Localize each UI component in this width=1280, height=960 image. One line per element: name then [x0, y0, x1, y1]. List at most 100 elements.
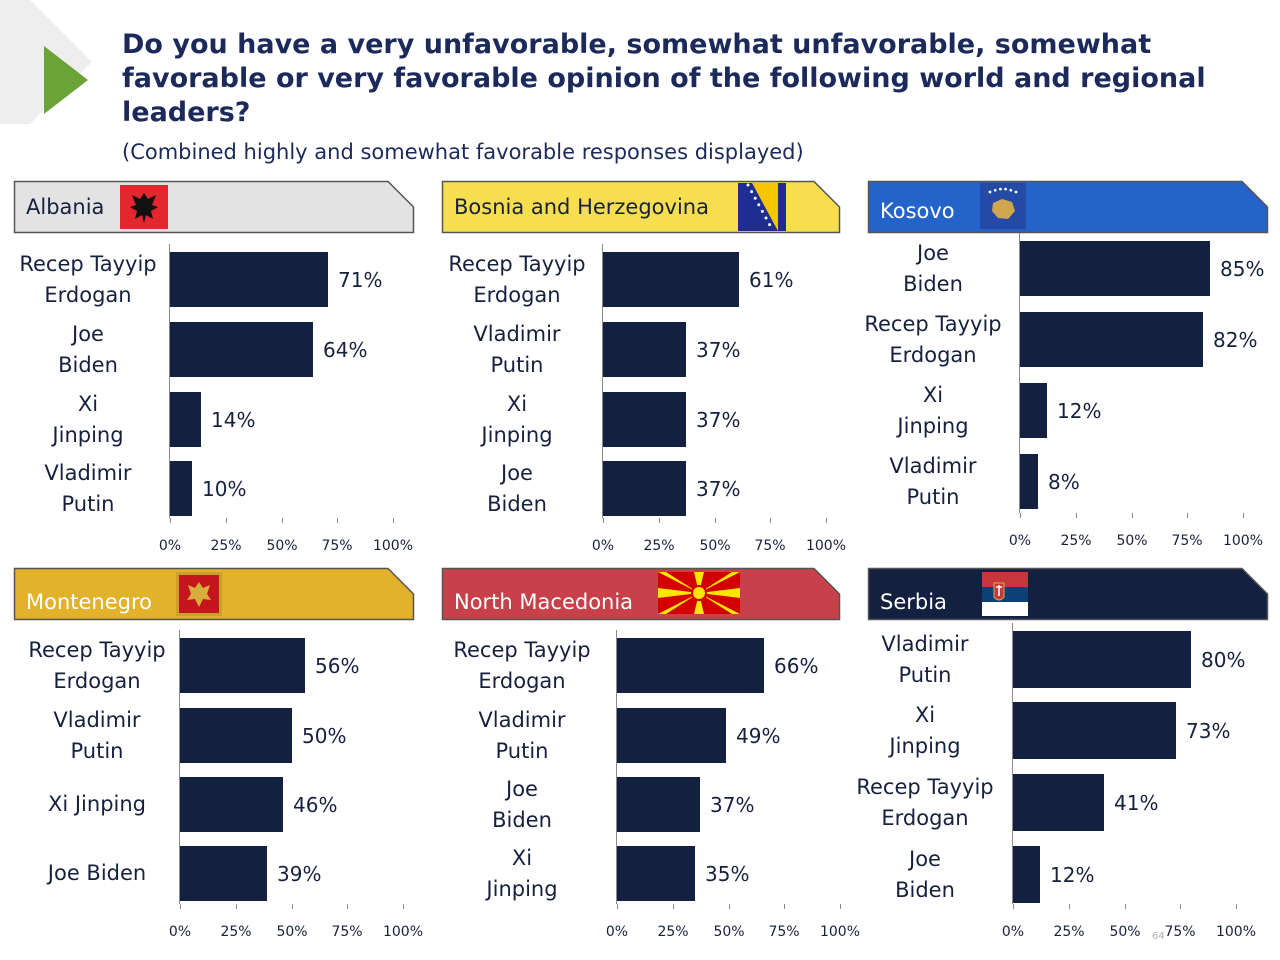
x-tick-label: 0% — [168, 924, 192, 940]
kosovo-flag-icon — [980, 183, 1026, 229]
x-tick-label: 75% — [768, 924, 800, 940]
bar — [1020, 241, 1210, 296]
x-tick-mark — [226, 518, 227, 523]
x-tick-mark — [1076, 513, 1077, 518]
category-label-text: Vladimir Putin — [473, 321, 561, 377]
category-label-text: Xi Jinping — [897, 382, 969, 438]
data-label: 39% — [277, 861, 322, 886]
data-label: 71% — [338, 267, 383, 292]
category-label: Joe Biden — [846, 838, 1004, 911]
category-label-text: Recep Tayyip Erdogan — [19, 251, 157, 307]
category-label: Recep Tayyip Erdogan — [12, 244, 164, 315]
category-label: Xi Jinping — [12, 384, 164, 455]
category-label-text: Recep Tayyip Erdogan — [28, 637, 166, 693]
data-label: 85% — [1220, 256, 1265, 281]
category-label: Recep Tayyip Erdogan — [440, 244, 594, 315]
bar — [1020, 383, 1047, 438]
x-tick-label: 25% — [1053, 924, 1085, 940]
data-label: 73% — [1186, 718, 1231, 743]
data-label: 46% — [293, 792, 338, 817]
data-label: 12% — [1057, 398, 1102, 423]
country-name: North Macedonia — [454, 590, 634, 614]
data-label: 61% — [749, 267, 794, 292]
x-tick-label: 75% — [331, 924, 363, 940]
bar — [617, 777, 700, 832]
x-tick-label: 25% — [657, 924, 689, 940]
data-label: 50% — [302, 723, 347, 748]
x-tick-mark — [337, 518, 338, 523]
bar — [1020, 312, 1203, 367]
category-label-text: Vladimir Putin — [53, 707, 141, 763]
x-tick-mark — [840, 904, 841, 909]
bar — [180, 846, 267, 901]
category-label-text: Joe Biden — [487, 460, 547, 516]
bar — [1013, 631, 1191, 688]
x-tick-label: 50% — [266, 538, 298, 554]
category-label-text: Xi Jinping — [47, 792, 147, 816]
x-tick-mark — [170, 518, 171, 523]
x-tick-mark — [1236, 904, 1237, 909]
data-label: 37% — [696, 337, 741, 362]
data-label: 37% — [710, 792, 755, 817]
page-number: 64 — [1152, 931, 1165, 942]
x-tick-mark — [659, 518, 660, 523]
x-tick-mark — [715, 518, 716, 523]
category-label: Vladimir Putin — [438, 700, 606, 771]
macedonia-flag-icon — [658, 572, 740, 614]
category-label: Vladimir Putin — [440, 314, 594, 385]
bar — [1013, 774, 1104, 831]
x-tick-mark — [729, 904, 730, 909]
data-label: 35% — [705, 861, 750, 886]
category-label-text: Joe Biden — [903, 240, 963, 296]
bar — [180, 777, 283, 832]
page-title: Do you have a very unfavorable, somewhat… — [122, 29, 1206, 128]
x-tick-label: 25% — [1060, 533, 1092, 549]
country-name: Kosovo — [880, 199, 955, 223]
x-tick-mark — [603, 518, 604, 523]
bar — [170, 322, 313, 377]
category-label-text: Vladimir Putin — [881, 631, 969, 687]
x-tick-mark — [673, 904, 674, 909]
y-axis-line — [1012, 623, 1013, 904]
category-label: Vladimir Putin — [12, 453, 164, 524]
country-header-montenegro: Montenegro — [13, 567, 415, 621]
category-label: Joe Biden — [14, 838, 180, 909]
x-tick-mark — [1125, 904, 1126, 909]
data-label: 8% — [1048, 469, 1080, 494]
x-tick-label: 100% — [382, 924, 424, 940]
category-label-text: Joe Biden — [492, 776, 552, 832]
x-tick-label: 50% — [276, 924, 308, 940]
bar — [603, 461, 686, 516]
x-tick-mark — [1180, 904, 1181, 909]
category-label: Vladimir Putin — [14, 700, 180, 771]
x-tick-mark — [784, 904, 785, 909]
bar — [603, 252, 739, 307]
background-chevron — [0, 0, 92, 124]
x-tick-label: 75% — [754, 538, 786, 554]
y-axis-line — [616, 630, 617, 904]
bar — [170, 461, 192, 516]
country-header-albania: Albania — [13, 180, 415, 234]
x-tick-mark — [292, 904, 293, 909]
category-label-text: Xi Jinping — [481, 391, 553, 447]
x-tick-mark — [403, 904, 404, 909]
x-tick-mark — [393, 518, 394, 523]
y-axis-line — [1019, 233, 1020, 513]
bar — [617, 708, 726, 763]
category-label: Vladimir Putin — [846, 623, 1004, 696]
x-tick-mark — [1132, 513, 1133, 518]
bosnia-flag-icon — [738, 183, 786, 231]
data-label: 82% — [1213, 327, 1258, 352]
x-tick-mark — [347, 904, 348, 909]
x-tick-mark — [1187, 513, 1188, 518]
bar — [603, 322, 686, 377]
category-label-text: Xi Jinping — [486, 845, 558, 901]
category-label: Xi Jinping — [858, 375, 1008, 446]
x-tick-mark — [1243, 513, 1244, 518]
y-axis-line — [169, 244, 170, 518]
x-tick-label: 50% — [1116, 533, 1148, 549]
category-label: Joe Biden — [440, 453, 594, 524]
data-label: 56% — [315, 653, 360, 678]
category-label-text: Joe Biden — [895, 846, 955, 902]
x-tick-label: 100% — [819, 924, 861, 940]
